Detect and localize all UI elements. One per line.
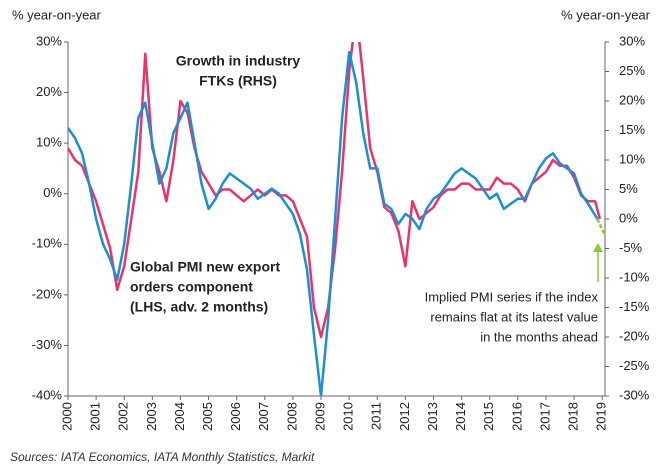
series-line <box>596 218 605 235</box>
x-tick-label: 2008 <box>284 402 299 431</box>
x-tick-label: 2015 <box>481 402 496 431</box>
x-tick-label: 2004 <box>172 402 187 431</box>
x-tick-label: 2001 <box>88 402 103 431</box>
annotation: Implied PMI series if the index <box>425 289 599 304</box>
annotation: in the months ahead <box>480 329 598 344</box>
y2-tick-label: -30% <box>619 387 650 402</box>
y-tick-label: 20% <box>36 84 62 99</box>
y-tick-label: -40% <box>32 387 63 402</box>
y2-tick-label: 0% <box>619 210 638 225</box>
annotation: Global PMI new export <box>130 259 280 275</box>
x-tick-label: 2002 <box>116 402 131 431</box>
y2-tick-label: -10% <box>619 269 650 284</box>
plot-area <box>68 42 605 396</box>
y2-axis-label: % year-on-year <box>561 7 651 22</box>
x-tick-label: 2009 <box>312 402 327 431</box>
y2-tick-label: 30% <box>619 33 645 48</box>
x-tick-label: 2000 <box>59 402 74 431</box>
x-tick-label: 2003 <box>144 402 159 431</box>
x-tick-label: 2011 <box>369 402 384 430</box>
y-tick-label: 10% <box>36 135 62 150</box>
x-tick-label: 2018 <box>566 402 581 431</box>
x-tick-label: 2013 <box>425 402 440 431</box>
x-tick-label: 2014 <box>453 402 468 431</box>
series-line <box>68 50 599 396</box>
y2-tick-label: -15% <box>619 299 650 314</box>
y-tick-label: -30% <box>32 337 63 352</box>
annotation: remains flat at its latest value <box>430 309 598 324</box>
x-tick-label: 2012 <box>397 402 412 431</box>
y-axis-label: % year-on-year <box>12 7 102 22</box>
x-tick-label: 2007 <box>256 402 271 431</box>
x-tick-label: 2019 <box>594 402 609 431</box>
y-tick-label: -10% <box>32 236 63 251</box>
source: Sources: IATA Economics, IATA Monthly St… <box>10 450 315 464</box>
annotation: FTKs (RHS) <box>199 73 277 89</box>
annotation: (LHS, adv. 2 months) <box>130 299 268 315</box>
x-tick-label: 2005 <box>200 402 215 431</box>
y-tick-label: 0% <box>43 185 62 200</box>
y2-tick-label: 20% <box>619 92 645 107</box>
annotation: orders component <box>130 279 253 295</box>
y-tick-label: 30% <box>36 33 62 48</box>
y2-tick-label: 25% <box>619 63 645 78</box>
y2-tick-label: 15% <box>619 122 645 137</box>
y2-tick-label: -20% <box>619 328 650 343</box>
x-tick-label: 2010 <box>341 402 356 431</box>
y-tick-label: -20% <box>32 286 63 301</box>
y2-tick-label: 10% <box>619 151 645 166</box>
x-tick-label: 2017 <box>537 402 552 431</box>
annotation: Growth in industry <box>176 53 301 69</box>
x-tick-label: 2006 <box>228 402 243 431</box>
y2-tick-label: 5% <box>619 181 638 196</box>
y2-tick-label: -5% <box>619 240 643 255</box>
y2-tick-label: -25% <box>619 358 650 373</box>
x-tick-label: 2016 <box>509 402 524 431</box>
arrow-head <box>593 243 603 252</box>
